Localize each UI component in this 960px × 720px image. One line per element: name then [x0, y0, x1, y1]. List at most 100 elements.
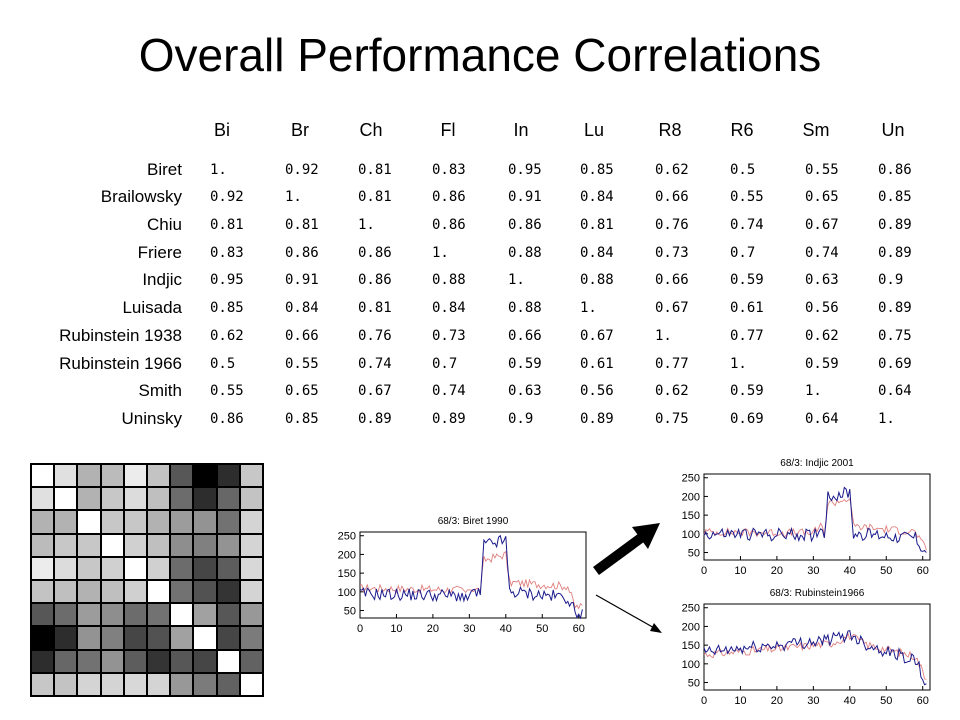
heatmap-cell	[100, 533, 124, 557]
heatmap-cell	[170, 649, 194, 673]
table-cell: 0.89	[432, 411, 466, 427]
table-cell: 0.85	[285, 411, 319, 427]
heatmap-cell	[170, 556, 194, 580]
x-tick-label: 20	[771, 695, 783, 707]
correlation-heatmap	[30, 463, 264, 697]
y-tick-label: 250	[338, 531, 356, 543]
table-cell: 0.84	[285, 300, 319, 316]
row-label: Smith	[138, 381, 182, 400]
heatmap-cell	[193, 487, 217, 511]
table-cell: 0.62	[655, 383, 689, 399]
heatmap-cell	[54, 556, 78, 580]
row-label: Luisada	[122, 298, 182, 317]
table-cell: 0.77	[655, 356, 689, 372]
row-label: Biret	[147, 160, 182, 179]
table-cell: 0.55	[730, 189, 764, 205]
arrows-layer	[593, 523, 662, 633]
heatmap-cell	[147, 580, 171, 604]
heatmap-cell	[54, 649, 78, 673]
heatmap-cell	[31, 580, 55, 604]
heatmap-cell	[147, 649, 171, 673]
heatmap-cell	[147, 626, 171, 650]
table-cell: 0.55	[805, 162, 839, 178]
heatmap-cell	[170, 487, 194, 511]
heatmap-cell	[193, 672, 217, 696]
y-tick-label: 150	[682, 640, 700, 652]
x-tick-label: 60	[917, 565, 929, 577]
x-tick-label: 60	[573, 623, 585, 635]
row-label: Brailowsky	[100, 187, 182, 206]
heatmap-cell	[100, 464, 124, 488]
heatmap-cell	[170, 626, 194, 650]
heatmap-cell	[77, 510, 101, 534]
table-cell: 0.65	[805, 189, 839, 205]
heatmap-cell	[147, 556, 171, 580]
table-cell: 0.7	[730, 245, 756, 261]
heatmap-cell	[31, 603, 55, 627]
y-tick-label: 50	[688, 678, 700, 690]
table-cell: 0.7	[432, 356, 458, 372]
table-cell: 0.89	[878, 300, 912, 316]
table-cell: 0.85	[580, 162, 614, 178]
table-cell: 1.	[730, 356, 747, 372]
heatmap-cell	[77, 672, 101, 696]
heatmap-cell	[77, 626, 101, 650]
y-tick-label: 50	[344, 606, 356, 618]
plot-frame	[703, 473, 931, 561]
table-cell: 0.86	[285, 245, 319, 261]
table-cell: 0.95	[210, 272, 244, 288]
y-tick-label: 100	[682, 659, 700, 671]
heatmap-cell	[193, 626, 217, 650]
table-cell: 0.5	[210, 356, 236, 372]
table-cell: 0.63	[805, 272, 839, 288]
table-cell: 0.92	[285, 162, 319, 178]
y-tick-label: 150	[338, 568, 356, 580]
heatmap-cell	[77, 487, 101, 511]
row-label: Indjic	[142, 270, 182, 289]
heatmap-cell	[123, 510, 147, 534]
table-cell: 0.91	[508, 189, 542, 205]
heatmap-cell	[54, 580, 78, 604]
table-cell: 0.81	[285, 217, 319, 233]
table-cell: 0.69	[730, 411, 764, 427]
table-cell: 0.88	[508, 300, 542, 316]
heatmap-cell	[77, 556, 101, 580]
column-header: R8	[658, 120, 682, 140]
table-cell: 0.76	[358, 328, 392, 344]
table-cell: 0.89	[878, 245, 912, 261]
column-header: In	[513, 120, 529, 140]
heatmap-cell	[123, 603, 147, 627]
table-cell: 0.56	[805, 300, 839, 316]
column-header: Ch	[359, 120, 383, 140]
heatmap-cell	[123, 487, 147, 511]
y-tick-label: 250	[682, 473, 700, 485]
series-line-blue	[359, 534, 583, 620]
heatmap-cell	[54, 487, 78, 511]
heatmap-cell	[31, 464, 55, 488]
heatmap-cell	[239, 464, 263, 488]
table-cell: 0.81	[210, 217, 244, 233]
x-tick-label: 0	[357, 623, 363, 635]
y-tick-label: 200	[682, 621, 700, 633]
heatmap-cell	[239, 603, 263, 627]
heatmap-cell	[147, 464, 171, 488]
table-cell: 1.	[432, 245, 449, 261]
heatmap-cell	[100, 626, 124, 650]
table-cell: 0.84	[580, 189, 614, 205]
table-cell: 0.74	[805, 245, 839, 261]
heatmap-cell	[100, 649, 124, 673]
table-cell: 1.	[508, 272, 525, 288]
y-tick-label: 250	[682, 603, 700, 615]
table-cell: 1.	[358, 217, 375, 233]
plot-title: 68/3: Indjic 2001	[780, 458, 854, 469]
table-cell: 0.59	[508, 356, 542, 372]
table-cell: 0.66	[508, 328, 542, 344]
y-tick-label: 50	[688, 548, 700, 560]
heatmap-cell	[193, 580, 217, 604]
table-cell: 0.64	[805, 411, 839, 427]
heatmap-cell	[31, 672, 55, 696]
table-cell: 0.73	[655, 245, 689, 261]
heatmap-cell	[216, 672, 240, 696]
heatmap-cell	[216, 603, 240, 627]
